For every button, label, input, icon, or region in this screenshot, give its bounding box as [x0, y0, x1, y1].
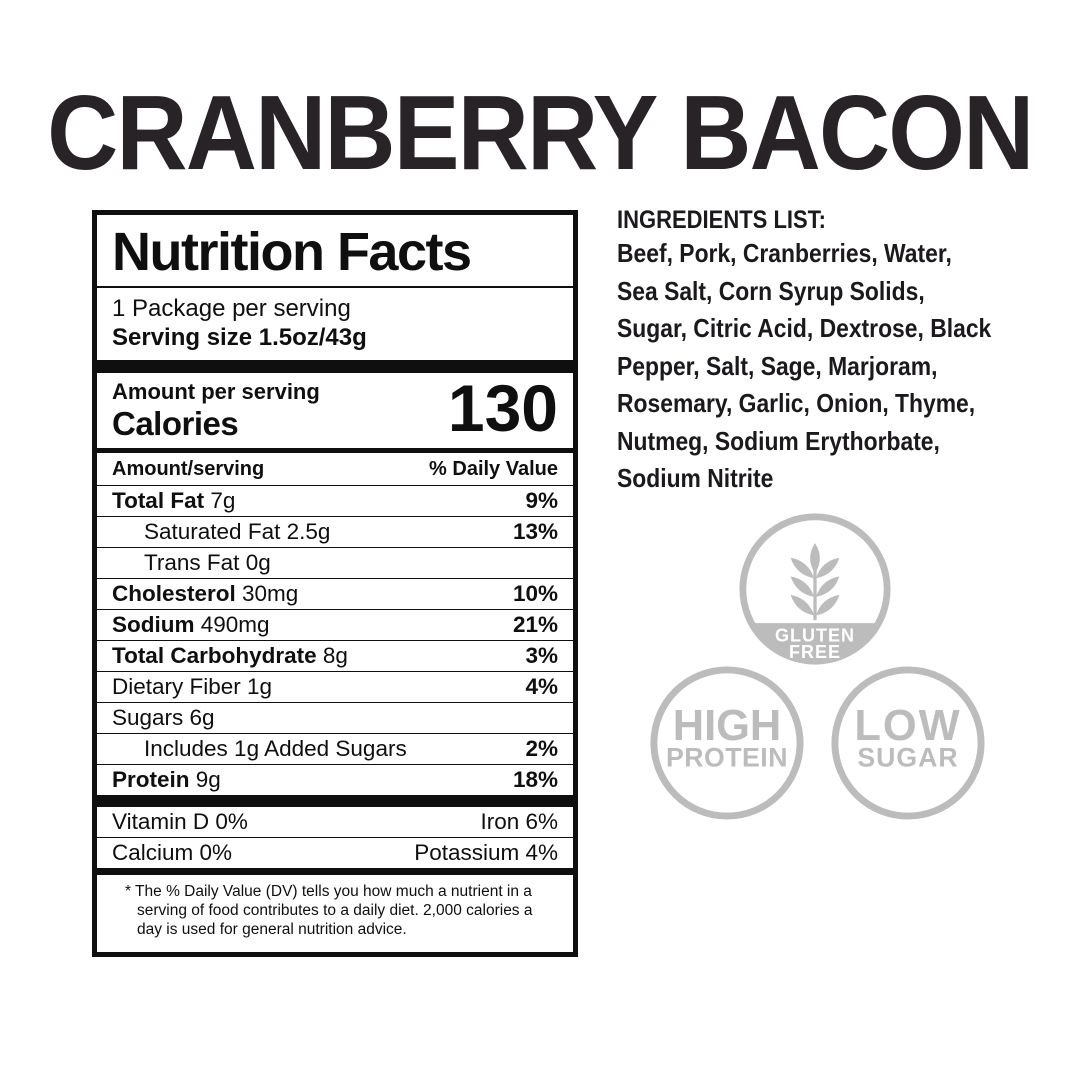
nutrient-row-trans-fat: Trans Fat 0g [97, 548, 573, 579]
dv-value: 4% [525, 674, 558, 699]
dv-value: 21% [512, 612, 558, 637]
micro-row-calcium-potassium: Calcium 0% Potassium 4% [112, 840, 558, 865]
gluten-free-label-line1: GLUTEN [775, 626, 855, 646]
servings-per-package: 1 Package per serving [112, 295, 351, 322]
wheat-icon [790, 543, 840, 621]
nutrient-row-cholesterol: Cholesterol 30mg 10% [97, 579, 573, 610]
nutrient-row-protein: Protein 9g 18% [112, 767, 558, 792]
calories-value: 130 [447, 371, 558, 445]
nutrient-row-total-fat: Total Fat 7g 9% [97, 486, 573, 517]
dv-value: 2% [525, 736, 558, 761]
ingredients-line: Sodium Nitrite [617, 463, 774, 493]
nutrient-row-saturated-fat: Saturated Fat 2.5g 13% [97, 517, 573, 548]
dv-value: 13% [512, 519, 558, 544]
nutrient-row-sugars: Sugars 6g [97, 703, 573, 734]
ingredients-line: Pepper, Salt, Sage, Marjoram, [617, 350, 938, 381]
ingredients-line: Sugar, Citric Acid, Dextrose, Black [617, 313, 992, 343]
low-sugar-label-line1: LOW [854, 702, 961, 750]
nutrient-row-dietary-fiber: Dietary Fiber 1g 4% [97, 672, 573, 703]
col-daily-value: % Daily Value [429, 458, 558, 480]
ingredients-heading: INGREDIENTS LIST: [617, 206, 827, 234]
ingredients-list: INGREDIENTS LIST: Beef, Pork, Cranberrie… [617, 205, 1031, 498]
calories-label: Calories [112, 405, 239, 442]
low-sugar-badge: LOW SUGAR [831, 666, 985, 820]
divider-thick-top [97, 360, 573, 373]
amount-per-serving-label: Amount per serving [112, 379, 320, 404]
high-protein-badge: HIGH PROTEIN [650, 666, 804, 820]
calories-block: Amount per serving Calories 130 [97, 373, 573, 448]
product-title: CRANBERRY BACON [0, 80, 1080, 186]
nutrition-facts-panel: Nutrition Facts 1 Package per serving Se… [92, 210, 578, 957]
serving-size: Serving size 1.5oz/43g [112, 324, 367, 351]
divider-thick-bottom [97, 795, 573, 807]
nutrient-row-sodium: Sodium 490mg 21% [97, 610, 573, 641]
badge-circle [831, 666, 985, 820]
dv-value: 18% [512, 767, 558, 792]
dv-value: 9% [525, 488, 558, 513]
ingredients-line: Nutmeg, Sodium Erythorbate, [617, 425, 940, 456]
badge-band [754, 623, 876, 659]
daily-value-footnote: * The % Daily Value (DV) tells you how m… [125, 883, 533, 938]
ingredients-line: Rosemary, Garlic, Onion, Thyme, [617, 388, 976, 418]
nutrition-facts-heading: Nutrition Facts [97, 215, 573, 288]
nutrient-row-total-carbohydrate: Total Carbohydrate 8g 3% [97, 641, 573, 672]
gluten-free-badge: GLUTEN FREE [739, 513, 891, 665]
divider-footnote [97, 868, 573, 875]
low-sugar-label-line2: SUGAR [857, 743, 958, 773]
serving-info: 1 Package per serving Serving size 1.5oz… [97, 288, 573, 360]
col-amount-serving: Amount/serving [112, 458, 265, 480]
column-headers: Amount/serving % Daily Value [97, 453, 573, 486]
ingredients-line: Sea Salt, Corn Syrup Solids, [617, 275, 925, 306]
high-protein-label-line1: HIGH [673, 702, 782, 750]
gluten-free-label-line2: FREE [789, 642, 841, 662]
micro-row-vitamind-iron: Vitamin D 0% Iron 6% [97, 807, 573, 838]
nutrient-row-added-sugars: Includes 1g Added Sugars 2% [97, 734, 573, 765]
dv-value: 10% [512, 581, 558, 606]
ingredients-line: Beef, Pork, Cranberries, Water, [617, 238, 952, 268]
divider-medium [97, 448, 573, 453]
high-protein-label-line2: PROTEIN [666, 743, 788, 773]
dv-value: 3% [525, 643, 558, 668]
badge-circle [650, 666, 804, 820]
product-title-text: CRANBERRY BACON [47, 74, 1034, 192]
